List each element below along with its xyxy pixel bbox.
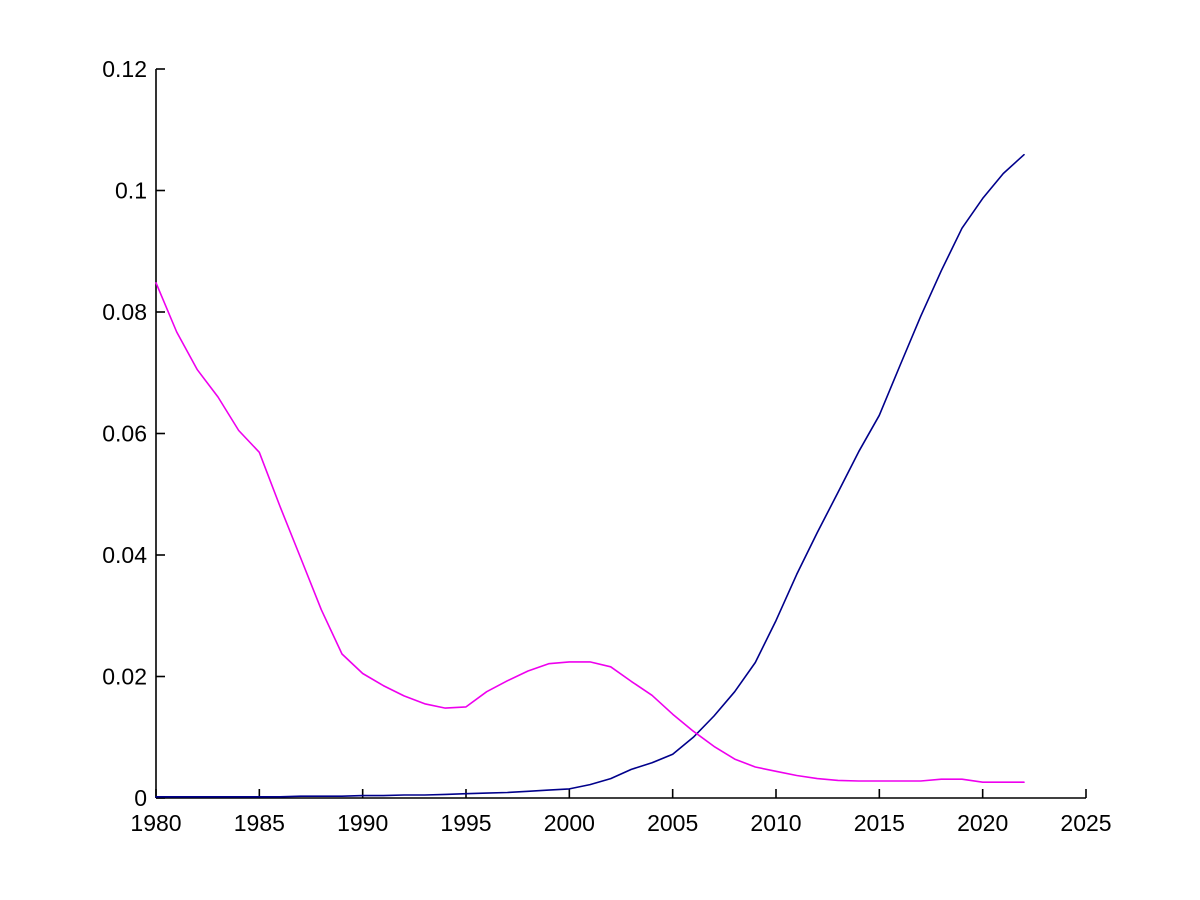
- x-tick-label: 1985: [234, 810, 285, 836]
- x-tick-label: 2020: [957, 810, 1008, 836]
- y-tick-label: 0.04: [102, 542, 147, 568]
- x-tick-label: 1980: [130, 810, 181, 836]
- y-tick-label: 0.12: [102, 56, 147, 82]
- x-tick-label: 2025: [1060, 810, 1111, 836]
- x-tick-label: 1995: [440, 810, 491, 836]
- y-tick-label: 0.02: [102, 664, 147, 690]
- y-tick-label: 0.06: [102, 421, 147, 447]
- x-tick-label: 2010: [750, 810, 801, 836]
- x-tick-label: 2005: [647, 810, 698, 836]
- x-tick-label: 1990: [337, 810, 388, 836]
- series-magenta-declining-line: [155, 281, 1025, 784]
- x-tick-label: 2015: [854, 810, 905, 836]
- x-tick-label: 2000: [544, 810, 595, 836]
- y-tick-label: 0: [134, 785, 147, 811]
- y-tick-label: 0.1: [115, 178, 147, 204]
- series-navy-rising-line: [155, 153, 1025, 798]
- y-tick-label: 0.08: [102, 299, 147, 325]
